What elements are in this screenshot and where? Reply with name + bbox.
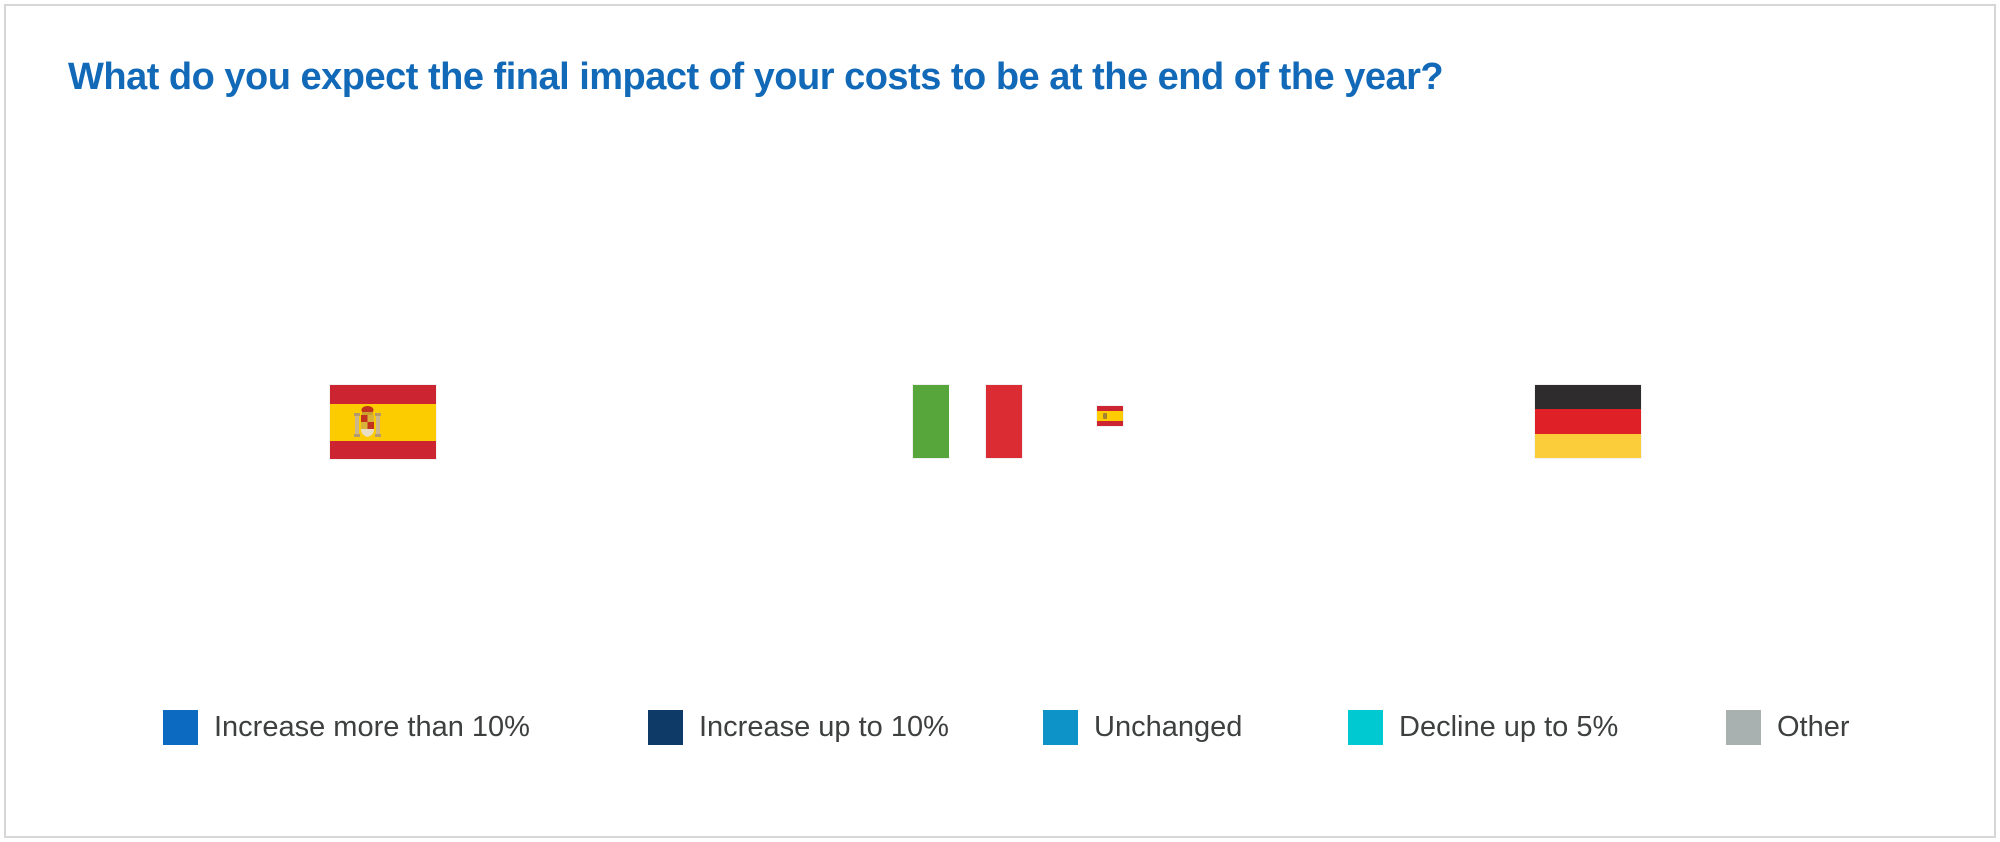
spain-small-red-stripe <box>1097 421 1123 426</box>
spain-small-red-stripe <box>1097 406 1123 411</box>
legend-item-unchanged[interactable]: Unchanged <box>1043 710 1242 745</box>
spain-flag-red-stripe <box>330 440 436 459</box>
italy-flag-green-stripe <box>913 385 950 458</box>
spain-flag-icon <box>330 385 436 459</box>
legend-swatch-increase-up-to-10 <box>648 710 683 745</box>
legend-item-increase-up-to-10[interactable]: Increase up to 10% <box>648 710 949 745</box>
legend-item-other[interactable]: Other <box>1726 710 1850 745</box>
legend-swatch-other <box>1726 710 1761 745</box>
germany-flag-icon <box>1535 385 1641 458</box>
germany-flag-gold-stripe <box>1535 433 1641 458</box>
spain-coat-of-arms-icon <box>354 406 381 437</box>
germany-flag-red-stripe <box>1535 409 1641 434</box>
legend-item-decline-up-to-5[interactable]: Decline up to 5% <box>1348 710 1618 745</box>
legend-label: Decline up to 5% <box>1399 711 1619 743</box>
spain-flag-red-stripe <box>330 385 436 404</box>
italy-flag-red-stripe <box>985 385 1022 458</box>
legend-label: Increase up to 10% <box>699 711 949 743</box>
legend-label: Unchanged <box>1094 711 1243 743</box>
italy-flag-icon <box>913 385 1022 458</box>
legend-label: Increase more than 10% <box>214 711 530 743</box>
spain-flag-yellow-stripe <box>330 403 436 441</box>
chart-title: What do you expect the final impact of y… <box>68 56 1444 98</box>
italy-flag-white-stripe <box>949 385 986 458</box>
spain-flag-small-icon <box>1097 406 1123 426</box>
legend-label: Other <box>1777 711 1850 743</box>
spain-small-crest-icon <box>1103 413 1107 419</box>
legend-swatch-unchanged <box>1043 710 1078 745</box>
germany-flag-black-stripe <box>1535 385 1641 410</box>
legend-item-increase-more-than-10[interactable]: Increase more than 10% <box>163 710 530 745</box>
legend-swatch-decline-up-to-5 <box>1348 710 1383 745</box>
spain-small-yellow-stripe <box>1097 411 1123 421</box>
legend-swatch-increase-more-than-10 <box>163 710 198 745</box>
